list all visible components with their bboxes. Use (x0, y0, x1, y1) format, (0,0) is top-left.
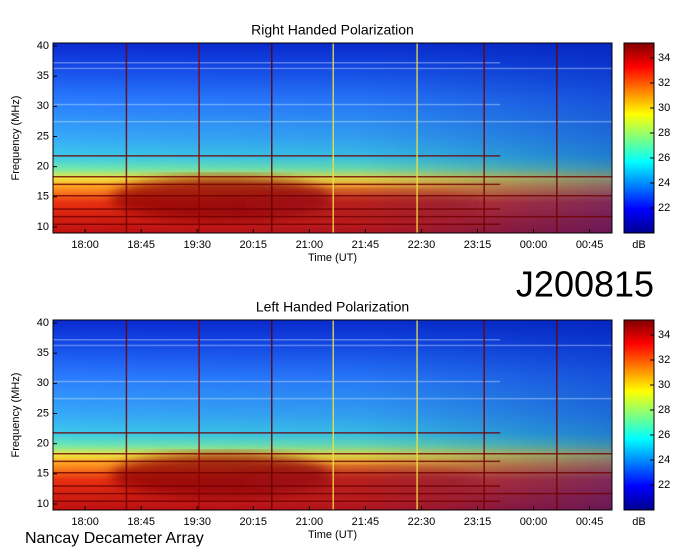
interference-line (332, 43, 334, 233)
interference-line (125, 320, 128, 510)
colorbar-tick-label: 22 (658, 202, 670, 214)
colorbar-tick-label: 32 (658, 77, 670, 89)
colorbar-tick-label: 34 (658, 52, 670, 64)
x-tick-label: 22:30 (408, 239, 436, 251)
y-axis-label: Frequency (MHz) (10, 96, 22, 181)
band-stripe (53, 432, 501, 434)
x-tick-label: 21:00 (296, 239, 324, 251)
x-tick-label: 00:45 (576, 239, 604, 251)
colorbar (623, 42, 655, 234)
interference-line (483, 320, 485, 510)
x-tick-label: 21:00 (296, 516, 324, 528)
colorbar-tick-label: 26 (658, 429, 670, 441)
y-tick-label: 30 (37, 100, 49, 112)
interference-line (556, 320, 558, 510)
colorbar-label: dB (632, 516, 645, 528)
interference-line (416, 43, 418, 233)
interference-line (416, 320, 418, 510)
y-tick-label: 10 (37, 221, 49, 233)
x-axis-label: Time (UT) (308, 529, 357, 541)
band-stripe (53, 103, 501, 106)
x-tick-label: 20:15 (240, 516, 268, 528)
colorbar-tick-label: 32 (658, 354, 670, 366)
x-tick-label: 21:45 (352, 516, 380, 528)
band-stripe (53, 155, 501, 157)
y-tick-label: 25 (37, 407, 49, 419)
y-tick-label: 25 (37, 130, 49, 142)
interference-line (271, 320, 273, 510)
y-tick-label: 40 (37, 317, 49, 329)
colorbar-tick-label: 30 (658, 379, 670, 391)
colorbar-tick-label: 34 (658, 329, 670, 341)
spectrogram (53, 43, 612, 233)
x-tick-label: 23:15 (464, 239, 492, 251)
interference-line (125, 43, 128, 233)
x-tick-label: 00:00 (520, 516, 548, 528)
plot-frame (52, 42, 613, 234)
interference-line (483, 43, 485, 233)
x-tick-label: 18:45 (127, 516, 155, 528)
observation-id: J200815 (516, 264, 654, 305)
y-tick-label: 20 (37, 438, 49, 450)
y-tick-label: 20 (37, 161, 49, 173)
y-axis-label: Frequency (MHz) (10, 373, 22, 458)
y-tick-label: 10 (37, 498, 49, 510)
x-tick-label: 22:30 (408, 516, 436, 528)
band-stripe (53, 460, 501, 463)
colorbar-tick-label: 24 (658, 454, 670, 466)
interference-line (332, 320, 334, 510)
x-tick-label: 00:00 (520, 239, 548, 251)
y-tick-label: 15 (37, 468, 49, 480)
y-tick-label: 35 (37, 70, 49, 82)
x-tick-label: 18:00 (71, 239, 99, 251)
panel-title: Left Handed Polarization (256, 299, 409, 315)
band-stripe (53, 223, 501, 225)
y-tick-label: 15 (37, 191, 49, 203)
x-tick-label: 21:45 (352, 239, 380, 251)
x-axis-label: Time (UT) (308, 252, 357, 264)
spectrogram (53, 320, 612, 510)
colorbar-tick-label: 30 (658, 102, 670, 114)
y-tick-label: 30 (37, 377, 49, 389)
panel-title: Right Handed Polarization (251, 22, 414, 38)
colorbar-tick-label: 26 (658, 152, 670, 164)
colorbar-tick-label: 28 (658, 404, 670, 416)
colorbar-label: dB (632, 239, 645, 251)
colorbar-tick-label: 22 (658, 479, 670, 491)
interference-line (556, 43, 558, 233)
y-tick-label: 35 (37, 347, 49, 359)
x-tick-label: 18:45 (127, 239, 155, 251)
band-stripe (53, 183, 501, 186)
footer-text: Nancay Decameter Array (25, 530, 204, 547)
band-stripe (53, 485, 501, 487)
x-tick-label: 23:15 (464, 516, 492, 528)
colorbar (623, 319, 655, 511)
colorbar-tick-label: 24 (658, 177, 670, 189)
band-stripe (53, 62, 501, 64)
band-stripe (53, 500, 501, 502)
interference-line (271, 43, 273, 233)
band-stripe (53, 380, 501, 383)
band-stripe (53, 208, 501, 210)
x-tick-label: 18:00 (71, 516, 99, 528)
interference-line (198, 43, 200, 233)
x-tick-label: 20:15 (240, 239, 268, 251)
y-tick-label: 40 (37, 40, 49, 52)
colorbar-tick-label: 28 (658, 127, 670, 139)
x-tick-label: 19:30 (183, 239, 211, 251)
x-tick-label: 00:45 (576, 516, 604, 528)
x-tick-label: 19:30 (183, 516, 211, 528)
interference-line (198, 320, 200, 510)
band-stripe (53, 339, 501, 341)
plot-frame (52, 319, 613, 511)
